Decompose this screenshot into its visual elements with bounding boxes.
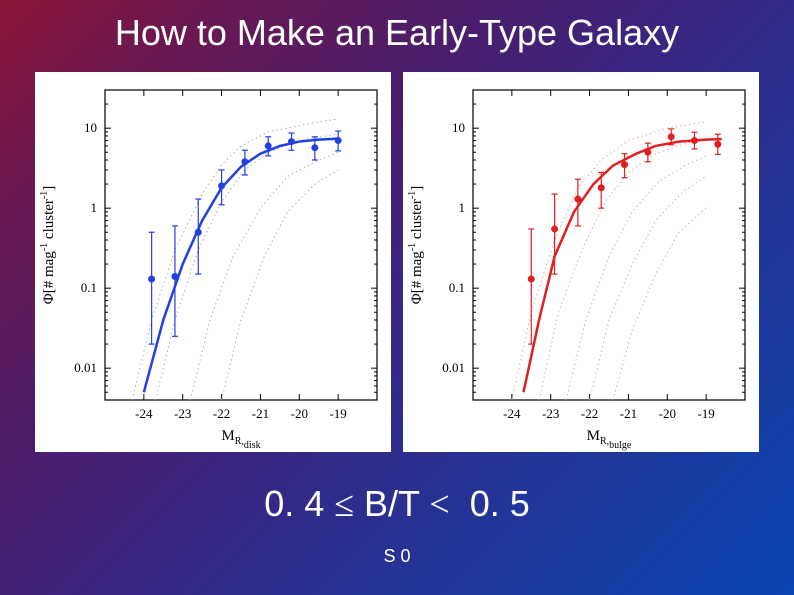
subtitle-value-left: 0. 4 [264, 483, 324, 524]
svg-text:0.1: 0.1 [449, 280, 465, 295]
subtitle-value-right: 0. 5 [470, 483, 530, 524]
svg-text:Φ[# mag-1 cluster-1]: Φ[# mag-1 cluster-1] [39, 186, 57, 304]
svg-text:-19: -19 [329, 406, 346, 421]
svg-text:10: 10 [452, 120, 465, 135]
svg-text:-24: -24 [135, 406, 153, 421]
svg-text:0.01: 0.01 [442, 360, 465, 375]
svg-text:-21: -21 [620, 406, 637, 421]
svg-text:-23: -23 [542, 406, 559, 421]
svg-text:-21: -21 [252, 406, 269, 421]
right-chart: -24 -23 -22 -21 -20 -19 0.01 0.1 1 10 MR,bulge Φ[# … [403, 72, 759, 452]
svg-text:-22: -22 [581, 406, 598, 421]
page-title: How to Make an Early-Type Galaxy [0, 12, 794, 54]
lt-symbol: < [429, 484, 449, 524]
svg-text:MR,disk: MR,disk [221, 428, 260, 451]
charts-container: -24 -23 -22 -21 -20 -19 0.01 0.1 1 10 MR,disk Φ[# m… [35, 72, 759, 452]
subtitle: 0. 4 ≤ B/T < 0. 5 [0, 483, 794, 525]
svg-text:0.1: 0.1 [81, 280, 97, 295]
svg-text:0.01: 0.01 [74, 360, 97, 375]
svg-text:-20: -20 [291, 406, 308, 421]
footnote: S 0 [0, 546, 794, 567]
svg-text:-23: -23 [174, 406, 191, 421]
svg-text:-20: -20 [659, 406, 676, 421]
subtitle-ratio: B/T [364, 483, 419, 524]
leq-symbol: ≤ [334, 484, 354, 524]
svg-text:-19: -19 [697, 406, 714, 421]
svg-text:1: 1 [459, 200, 466, 215]
svg-text:MR,bulge: MR,bulge [587, 428, 632, 451]
left-chart: -24 -23 -22 -21 -20 -19 0.01 0.1 1 10 MR,disk Φ[# m… [35, 72, 391, 452]
svg-text:-22: -22 [213, 406, 230, 421]
svg-text:-24: -24 [503, 406, 521, 421]
svg-text:1: 1 [91, 200, 98, 215]
svg-text:Φ[# mag-1 cluster-1]: Φ[# mag-1 cluster-1] [407, 186, 425, 304]
svg-text:10: 10 [84, 120, 97, 135]
